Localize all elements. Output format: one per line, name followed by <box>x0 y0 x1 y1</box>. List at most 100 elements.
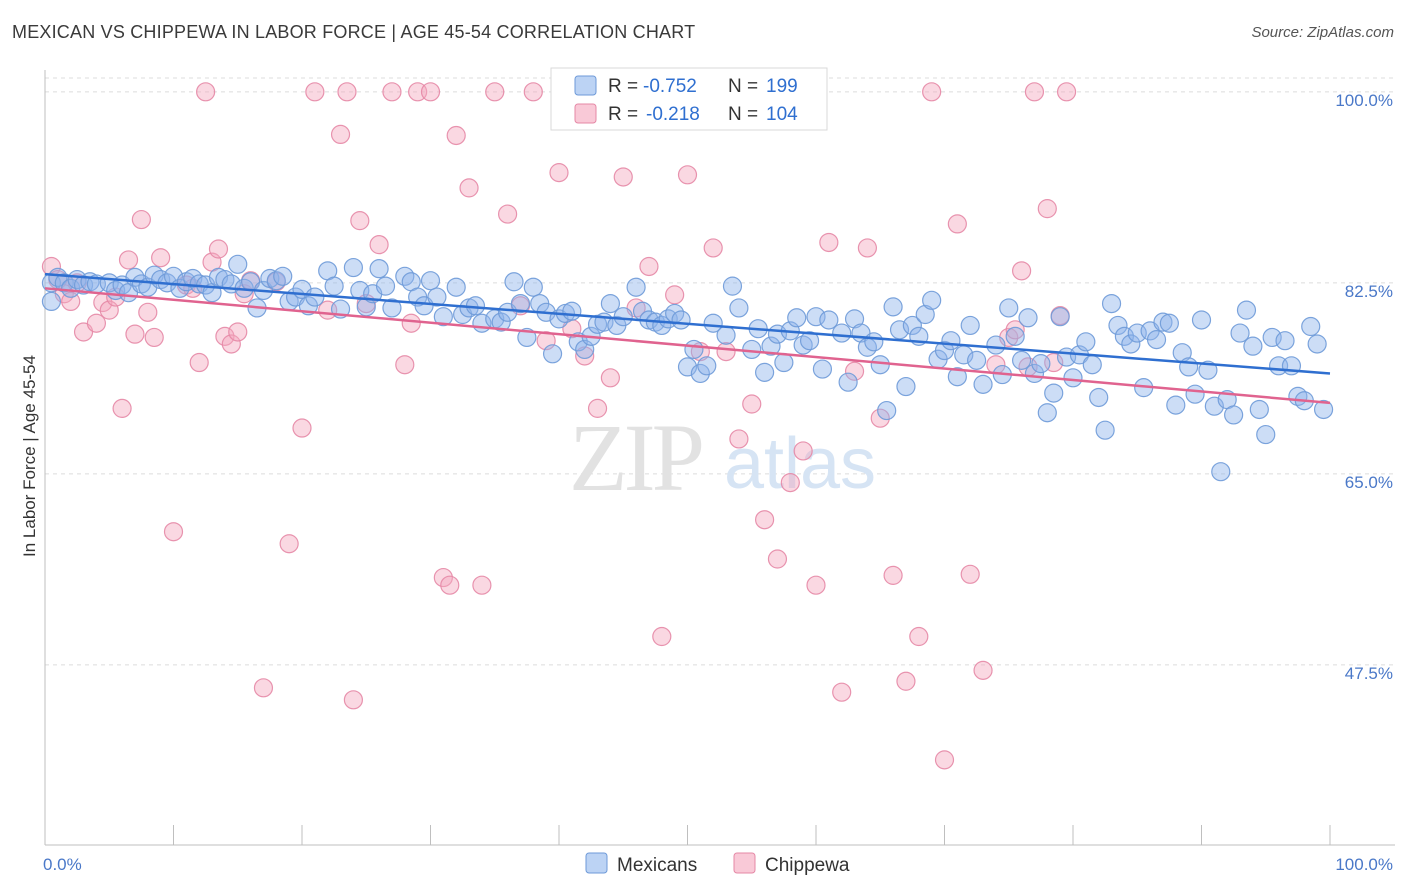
mexicans-point-106 <box>774 352 794 373</box>
mexicans-point-130 <box>934 340 955 361</box>
chippewa-point-29 <box>253 678 274 698</box>
mexicans-point-136 <box>973 374 993 394</box>
mexicans-point-125 <box>902 315 922 336</box>
mexicans-point-43 <box>324 276 344 296</box>
chart-title: MEXICAN VS CHIPPEWA IN LABOR FORCE | AGE… <box>12 22 696 42</box>
chippewa-point-25 <box>221 334 241 354</box>
mexicans-point-152 <box>1082 355 1102 375</box>
chippewa-point-76 <box>806 575 826 595</box>
chippewa-point-20 <box>189 352 209 373</box>
mexicans-point-174 <box>1224 405 1244 425</box>
mexicans-point-169 <box>1191 310 1212 330</box>
mexicans-point-121 <box>877 400 897 421</box>
mexicans-point-154 <box>1095 420 1115 440</box>
mexicans-point-50 <box>375 276 396 296</box>
chippewa-point-15 <box>144 327 164 348</box>
trend-lines <box>44 272 1331 405</box>
chippewa-point-12 <box>125 324 145 344</box>
chippewa-point-24 <box>215 326 235 346</box>
mexicans-point-70 <box>523 277 543 297</box>
chippewa-point-99 <box>1056 82 1077 102</box>
mexicans-point-151 <box>1076 332 1096 352</box>
chippewa-point-33 <box>305 82 325 102</box>
chippewa-point-21 <box>196 82 216 102</box>
chippewa-point-51 <box>485 82 505 102</box>
mexicans-point-84 <box>613 307 633 327</box>
mexicans-point-96 <box>697 356 717 376</box>
mexicans-point-57 <box>427 287 447 307</box>
chippewa-point-73 <box>767 549 788 569</box>
y-tick-label-3: 100.0% <box>1335 91 1393 110</box>
mexicans-point-82 <box>600 293 621 314</box>
x-tick-label-1: 100.0% <box>1335 855 1393 874</box>
mexicans-point-137 <box>986 335 1006 355</box>
mexicans-point-123 <box>889 320 910 340</box>
mexicans-point-51 <box>382 298 402 318</box>
mexicans-point-120 <box>870 355 890 375</box>
chippewa-point-47 <box>440 575 460 595</box>
bottom-legend: Mexicans Chippewa <box>585 852 850 876</box>
chippewa-point-89 <box>973 660 993 680</box>
mexicans-point-103 <box>754 362 775 382</box>
chippewa-point-92 <box>1005 320 1025 340</box>
mexicans-point-163 <box>1153 312 1173 332</box>
legend-r-value-mexicans: -0.752 <box>643 76 697 97</box>
chippewa-point-70 <box>729 429 749 449</box>
mexicans-point-128 <box>922 290 942 310</box>
mexicans-point-170 <box>1198 360 1218 380</box>
mexicans-point-119 <box>864 332 884 352</box>
chippewa-point-37 <box>343 690 363 710</box>
mexicans-point-187 <box>1307 334 1327 354</box>
y-tick-label-2: 82.5% <box>1345 282 1393 301</box>
bottom-legend-swatch-chippewa <box>733 852 756 874</box>
mexicans-point-59 <box>446 277 466 297</box>
chippewa-point-87 <box>947 214 967 234</box>
mexicans-point-65 <box>491 312 511 332</box>
chippewa-point-23 <box>208 239 229 259</box>
mexicans-point-140 <box>1005 326 1025 346</box>
mexicans-point-156 <box>1108 315 1128 336</box>
mexicans-point-186 <box>1301 316 1321 337</box>
mexicans-point-124 <box>896 376 916 397</box>
chippewa-point-10 <box>112 398 132 418</box>
chippewa-point-6 <box>86 313 107 333</box>
mexicans-trend-line <box>44 272 1331 375</box>
chippewa-point-96 <box>1037 199 1057 219</box>
mexicans-point-29 <box>228 254 248 274</box>
mexicans-point-1 <box>41 291 62 312</box>
mexicans-point-49 <box>369 259 389 279</box>
chippewa-point-66 <box>677 165 698 185</box>
chippewa-point-58 <box>575 346 595 366</box>
legend-r-label-chippewa: R = <box>608 104 638 125</box>
chippewa-point-61 <box>613 167 633 187</box>
chippewa-point-45 <box>420 82 441 102</box>
chippewa-point-80 <box>857 238 878 258</box>
source-label: Source: ZipAtlas.com <box>1251 24 1394 41</box>
chippewa-point-64 <box>652 626 672 647</box>
mexicans-point-162 <box>1146 330 1167 350</box>
mexicans-point-56 <box>420 271 441 291</box>
mexicans-point-116 <box>844 309 865 329</box>
bottom-legend-label-mexicans: Mexicans <box>617 855 697 876</box>
chippewa-point-31 <box>279 534 299 554</box>
mexicans-point-155 <box>1101 293 1122 314</box>
mexicans-point-167 <box>1179 357 1199 377</box>
mexicans-point-179 <box>1256 424 1276 445</box>
mexicans-point-85 <box>626 277 646 297</box>
mexicans-point-131 <box>941 331 961 351</box>
mexicans-point-98 <box>716 325 736 345</box>
chippewa-point-32 <box>292 418 312 438</box>
chippewa-point-48 <box>446 125 466 146</box>
mexicans-point-68 <box>510 293 531 314</box>
mexicans-point-144 <box>1031 354 1051 374</box>
chippewa-point-46 <box>433 567 453 588</box>
chippewa-point-72 <box>754 510 775 530</box>
legend-r-label-mexicans: R = <box>608 76 638 97</box>
mexicans-point-168 <box>1185 384 1205 404</box>
chippewa-point-50 <box>472 575 492 595</box>
mexicans-point-135 <box>967 350 987 370</box>
mexicans-point-58 <box>433 307 453 327</box>
mexicans-point-141 <box>1011 350 1032 370</box>
chippewa-point-86 <box>934 750 955 770</box>
